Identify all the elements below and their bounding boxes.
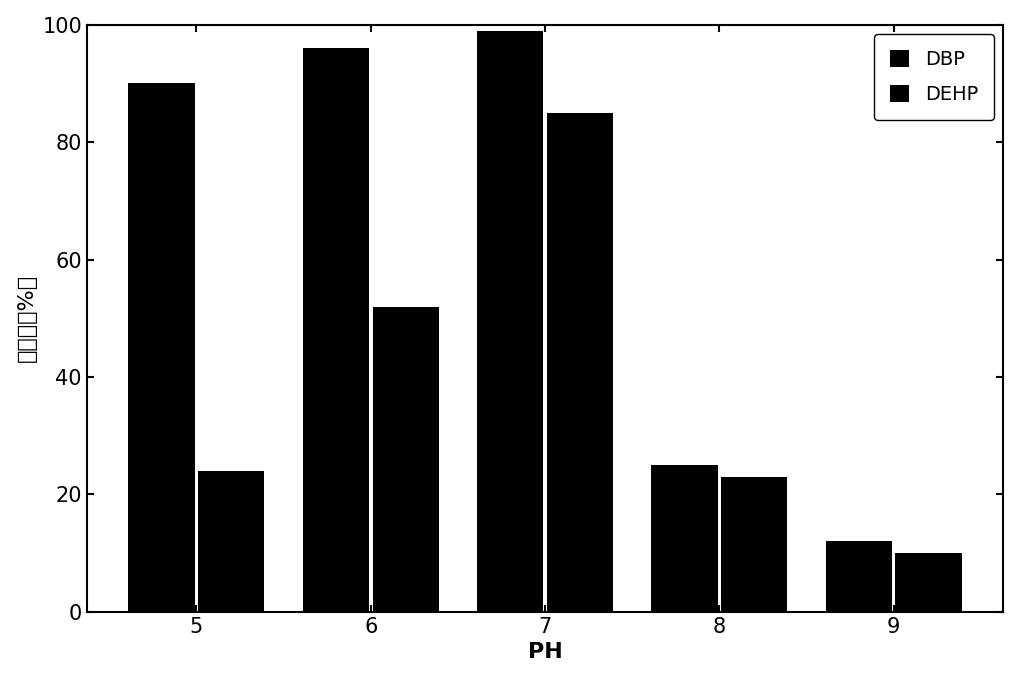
Bar [303, 48, 369, 612]
Bar [546, 113, 612, 612]
Bar [825, 541, 891, 612]
Bar [128, 84, 195, 612]
Bar [477, 31, 543, 612]
Bar [895, 553, 961, 612]
Y-axis label: 降解率（%）: 降解率（%） [16, 274, 37, 363]
Bar [372, 306, 438, 612]
Legend: DBP, DEHP: DBP, DEHP [873, 35, 993, 120]
Bar [651, 465, 717, 612]
Bar [198, 471, 264, 612]
X-axis label: PH: PH [527, 642, 561, 662]
Bar [720, 477, 787, 612]
